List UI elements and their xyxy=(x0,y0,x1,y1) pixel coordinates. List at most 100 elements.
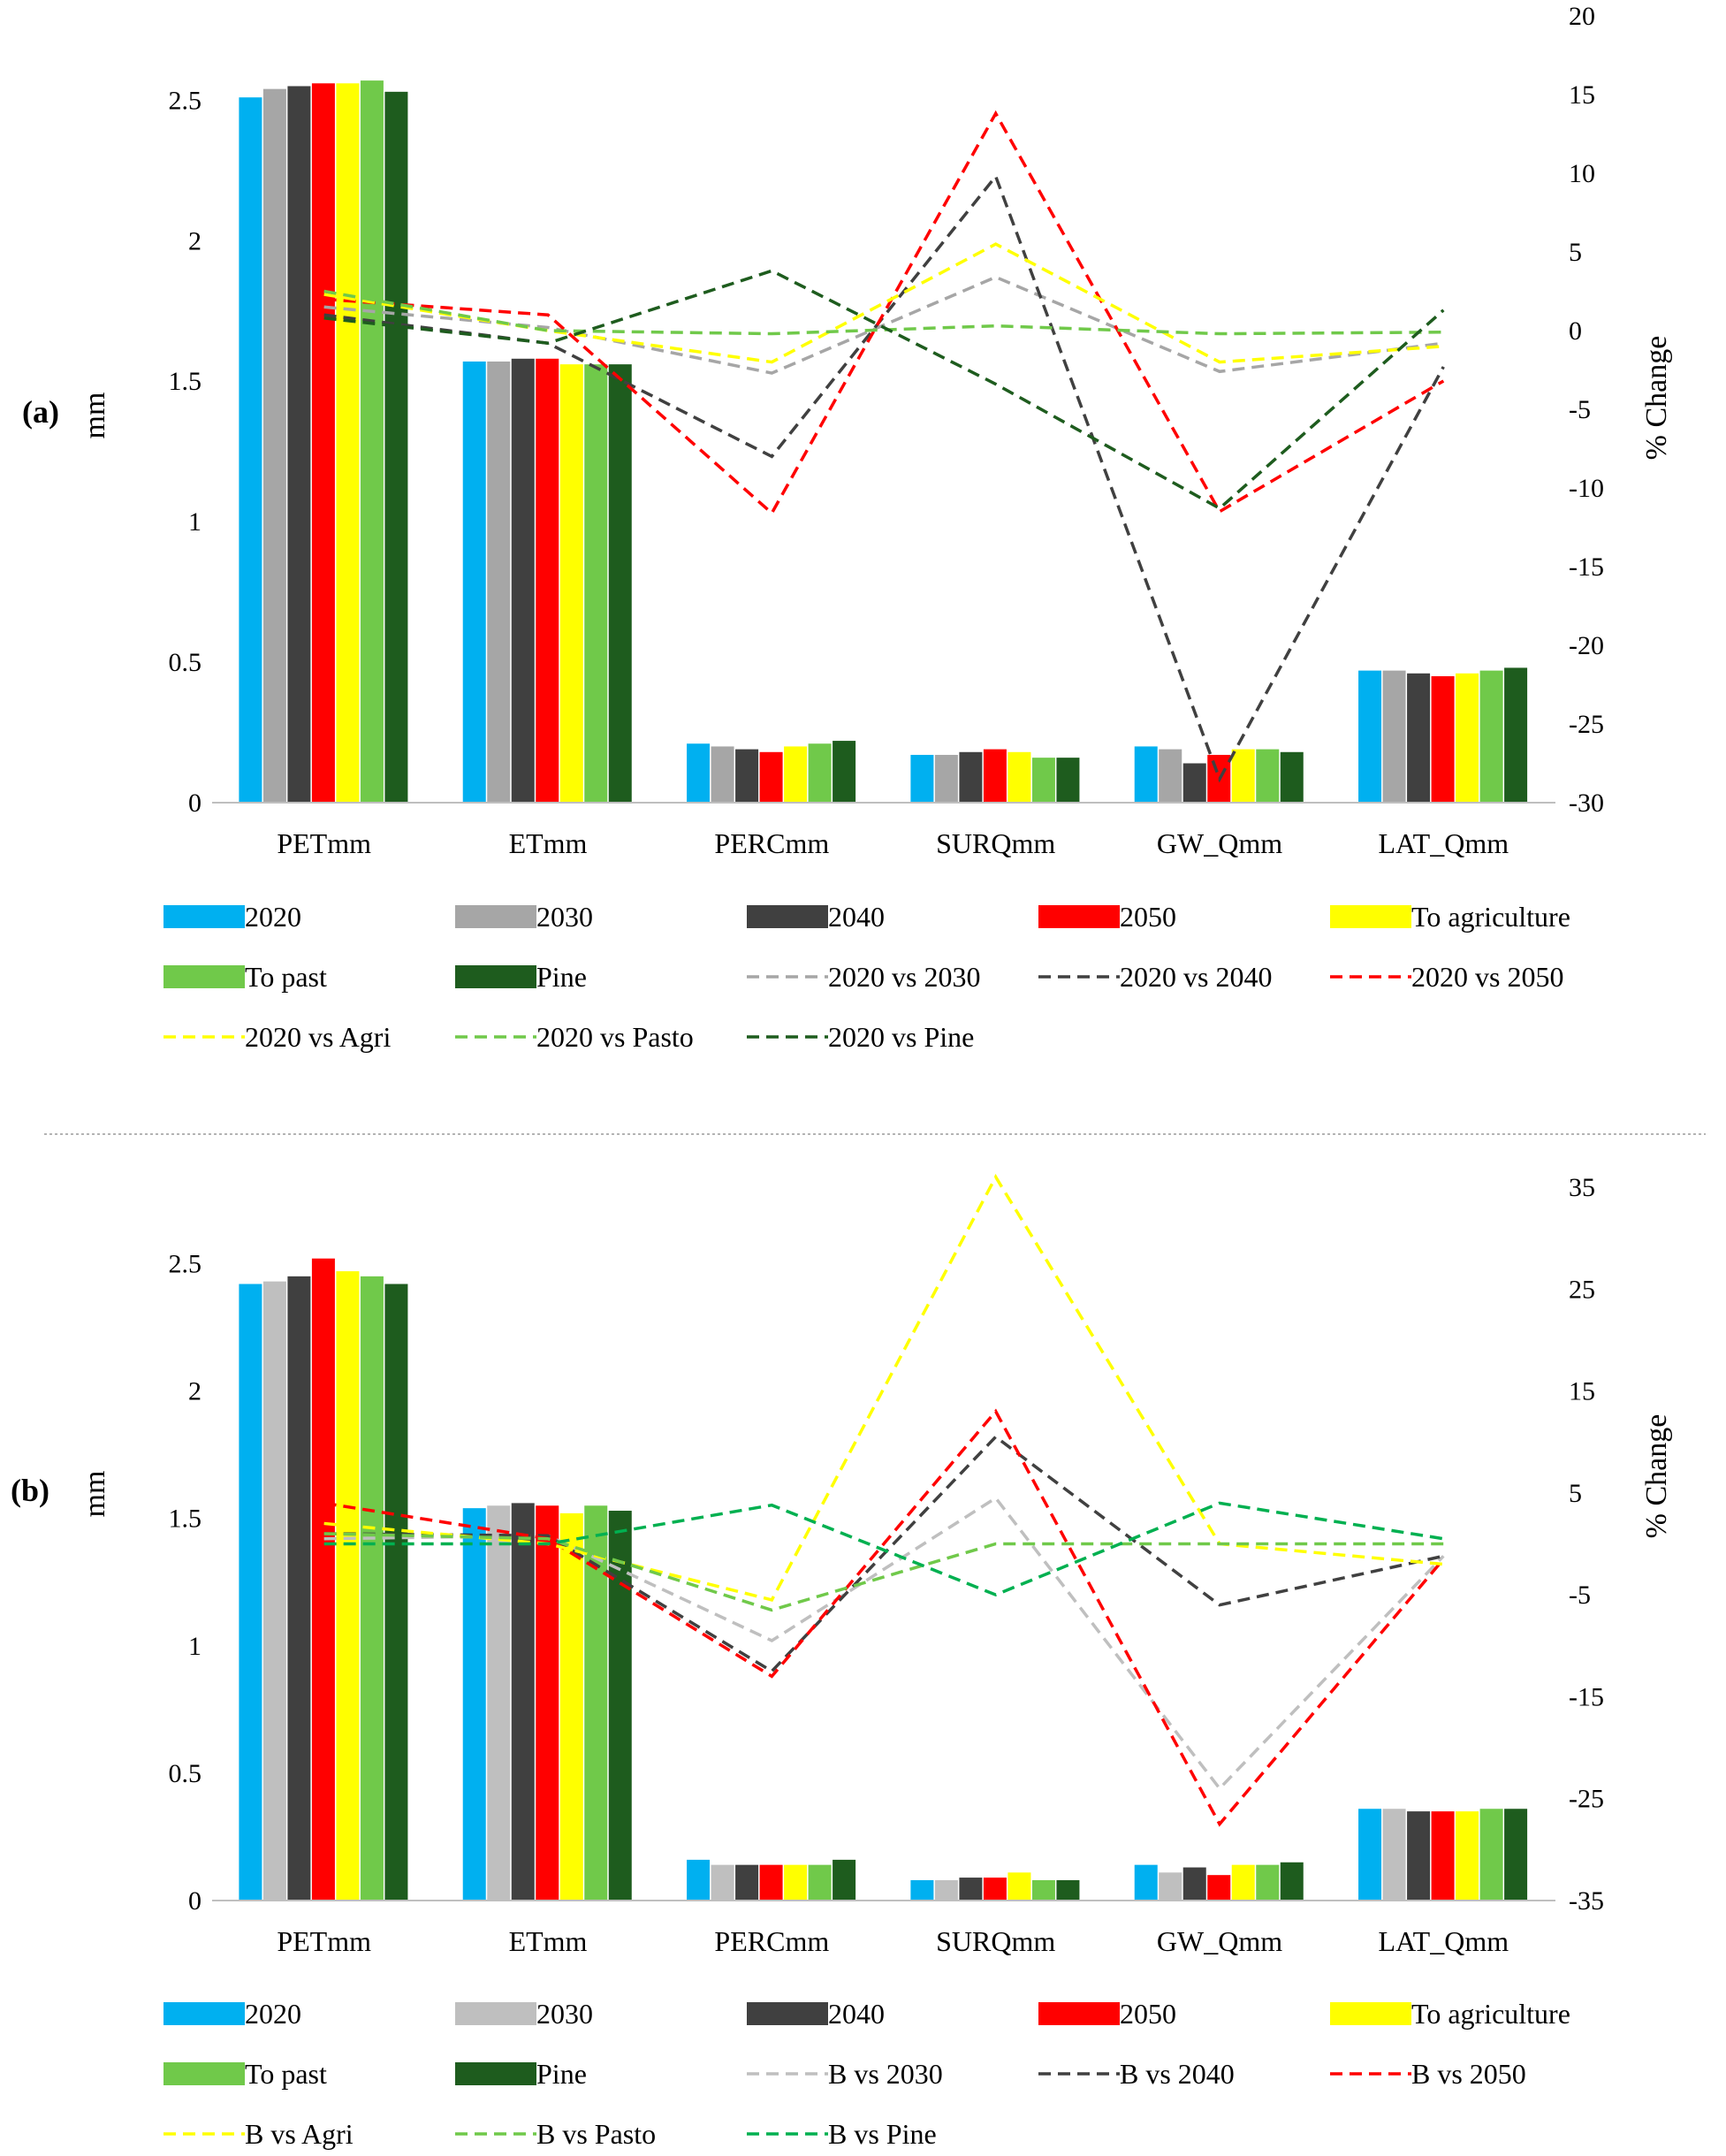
panel-a-y2-tick-label: -30 xyxy=(1569,789,1604,818)
panel-a-bar-pine xyxy=(833,741,856,803)
panel-b-bar-2030 xyxy=(1382,1809,1406,1901)
panel-b-bar-2040 xyxy=(959,1878,983,1901)
panel-a-x-tick-label: ETmm xyxy=(509,827,588,859)
panel-b-bar-to-past xyxy=(808,1864,832,1901)
panel-b-legend-label: 2040 xyxy=(828,1998,885,2030)
panel-b-y2-tick-label: 35 xyxy=(1569,1173,1595,1202)
panel-a-bar-2030 xyxy=(1159,749,1182,803)
panel-b-legend-label: B vs 2050 xyxy=(1411,2058,1526,2090)
panel-b-bar-2050 xyxy=(1207,1875,1231,1901)
panel-b-y2-tick-label: 25 xyxy=(1569,1275,1595,1304)
panel-a-y2-tick-label: 15 xyxy=(1569,80,1595,110)
panel-b-bar-to-past xyxy=(584,1505,608,1901)
panel-b-bar-pine xyxy=(1504,1809,1528,1901)
panel-a-bar-pine xyxy=(1504,667,1528,803)
panel-b-bar-2020 xyxy=(1134,1864,1158,1901)
panel-b-y-tick-label: 0.5 xyxy=(169,1759,202,1788)
panel-a-bar-2030 xyxy=(711,746,734,803)
panel-b-bar-pine xyxy=(384,1284,408,1901)
panel-b-bar-pine xyxy=(1056,1879,1080,1901)
panel-b-x-tick-label: LAT_Qmm xyxy=(1379,1925,1509,1957)
panel-a-legend-label: 2020 vs Pasto xyxy=(536,1021,694,1053)
panel-a-line-2020-vs-pine xyxy=(323,269,1445,511)
panel-a-bar-2030 xyxy=(934,754,958,803)
panel-a-legend-label: 2020 vs Pine xyxy=(828,1021,974,1053)
panel-a-x-tick-label: PERCmm xyxy=(714,827,829,859)
panel-a-legend-label: 2020 vs 2030 xyxy=(828,961,980,993)
panel-a-bar-pine xyxy=(1280,751,1304,803)
panel-a-y-tick-label: 2 xyxy=(188,226,201,255)
panel-b-bar-2020 xyxy=(239,1284,262,1901)
panel-a-legend-swatch-2040 xyxy=(747,905,828,928)
panel-b-x-tick-label: GW_Qmm xyxy=(1157,1925,1282,1957)
panel-b-bar-2040 xyxy=(1182,1867,1206,1901)
panel-b-bar-2050 xyxy=(983,1878,1007,1901)
panel-b-bar-pine xyxy=(833,1859,856,1901)
panel-a-legend-label: To past xyxy=(245,961,327,993)
panel-b-x-tick-label: PETmm xyxy=(277,1925,371,1957)
panel-a-line-2020-vs-2030 xyxy=(323,275,1444,375)
panel-a-line-2020-vs-pasto xyxy=(323,289,1444,336)
panel-b-legend-label: B vs Pine xyxy=(828,2118,937,2150)
panel-a-y2-tick-label: -25 xyxy=(1569,710,1604,739)
panel-a-bar-2050 xyxy=(1431,675,1455,803)
panel-a-y-tick-label: 0 xyxy=(188,789,201,818)
panel-b-bar-2040 xyxy=(287,1276,311,1901)
panel-a-legend-label: 2050 xyxy=(1120,901,1176,933)
panel-b-legend-label: B vs 2040 xyxy=(1120,2058,1235,2090)
panel-b-bar-2030 xyxy=(934,1879,958,1901)
panel-b-bar-2040 xyxy=(1407,1811,1431,1901)
panel-b-legend-label: To agriculture xyxy=(1411,1998,1570,2030)
panel-b-bar-2040 xyxy=(511,1503,535,1901)
panel-a-y2-axis-title: % Change xyxy=(1640,336,1673,461)
panel-a-legend-label: To agriculture xyxy=(1411,901,1570,933)
panel-a-bar-pine xyxy=(384,91,408,804)
panel-a-y-tick-label: 1 xyxy=(188,507,201,537)
panel-a-bar-to-agriculture xyxy=(336,83,360,804)
panel-b-legend-swatch-to-past xyxy=(163,2062,245,2085)
panel-b-y-axis-title: mm xyxy=(79,1471,111,1518)
panel-a-bar-to-past xyxy=(1479,670,1503,803)
panel-a-bar-pine xyxy=(1056,758,1080,803)
panel-b-legend-label: B vs 2030 xyxy=(828,2058,943,2090)
panel-b-bar-2050 xyxy=(311,1258,335,1901)
panel-a-bar-to-past xyxy=(1256,749,1280,803)
panel-b-y-tick-label: 1 xyxy=(188,1632,201,1661)
panel-b-bar-to-agriculture xyxy=(559,1512,583,1901)
panel-a-legend-label: 2020 vs 2040 xyxy=(1120,961,1272,993)
panel-a-legend-label: Pine xyxy=(536,961,587,993)
panel-a-bar-to-past xyxy=(360,80,384,804)
panel-a-y2-tick-label: -15 xyxy=(1569,552,1604,582)
panel-b-bar-2050 xyxy=(536,1505,559,1901)
panel-a-legend-label: 2030 xyxy=(536,901,593,933)
panel-a-bar-2040 xyxy=(959,751,983,803)
panel-a-y2-tick-label: -5 xyxy=(1569,395,1591,424)
panel-b-y-tick-label: 2.5 xyxy=(169,1249,202,1278)
panel-a-y-tick-label: 0.5 xyxy=(169,648,202,677)
panel-a-line-2020-vs-2050 xyxy=(323,110,1445,516)
panel-a-bar-2020 xyxy=(1134,746,1158,803)
panel-b-y-tick-label: 2 xyxy=(188,1377,201,1406)
panel-a-bar-2020 xyxy=(1358,670,1382,803)
panel-a-bar-2040 xyxy=(1407,673,1431,803)
panel-b-bar-2020 xyxy=(687,1859,711,1901)
panel-a-y2-tick-label: 0 xyxy=(1569,316,1582,346)
panel-b-legend-label: B vs Pasto xyxy=(536,2118,656,2150)
panel-b-bar-to-agriculture xyxy=(336,1271,360,1901)
panel-a-bar-to-agriculture xyxy=(1007,751,1031,803)
panel-a-bar-2050 xyxy=(311,83,335,804)
panel-a-line-2020-vs-agri xyxy=(323,242,1444,364)
panel-b-bar-to-agriculture xyxy=(1007,1872,1031,1901)
panel-b-bar-2050 xyxy=(759,1864,783,1901)
panel-b-y2-tick-label: -15 xyxy=(1569,1682,1604,1711)
panel-a-legend-label: 2020 vs Agri xyxy=(245,1021,391,1053)
panel-b-x-tick-label: SURQmm xyxy=(936,1925,1055,1957)
panel-a-y2-tick-label: -20 xyxy=(1569,631,1604,660)
panel-b-legend-swatch-to-agriculture xyxy=(1330,2002,1411,2025)
panel-a-legend-swatch-2030 xyxy=(455,905,536,928)
panel-a-legend-swatch-2020 xyxy=(163,905,245,928)
panel-b-bar-to-past xyxy=(1256,1864,1280,1901)
panel-b-bar-to-agriculture xyxy=(784,1864,808,1901)
panel-a-bar-2040 xyxy=(287,86,311,803)
